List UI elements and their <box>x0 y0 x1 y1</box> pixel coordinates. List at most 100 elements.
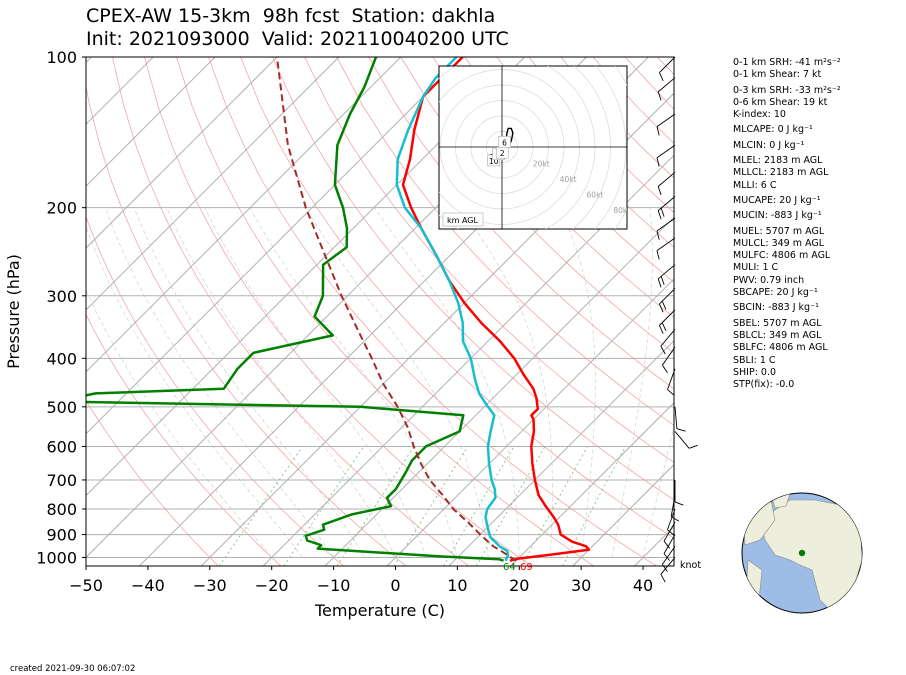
knot-unit-label: knot <box>680 560 702 571</box>
x-tick-label: 30 <box>571 576 591 595</box>
wind-barb-staff <box>670 494 676 517</box>
wind-barb-flag <box>661 322 667 331</box>
isotherm <box>86 57 216 187</box>
hodograph-height-label: 6 <box>502 138 507 147</box>
wind-barb-staff <box>674 406 678 429</box>
wind-barb-flag <box>656 126 660 136</box>
index-row: MULCL: 349 m AGL <box>733 237 825 249</box>
wind-barb-staff <box>667 508 676 530</box>
globe-africa-europe <box>759 499 862 613</box>
y-tick-label: 1000 <box>36 548 77 567</box>
wetbulb-profile-line <box>395 57 510 562</box>
moist-adiabat <box>460 207 553 558</box>
temperature-profile-line <box>401 57 591 562</box>
wind-barb-staff <box>662 546 676 565</box>
y-axis-label: Pressure (hPa) <box>4 254 23 369</box>
index-row: SBLCL: 349 m AGL <box>733 329 822 341</box>
isotherm <box>324 216 674 566</box>
isotherm <box>448 340 674 566</box>
hodograph-legend-box <box>442 212 484 227</box>
index-row: SHIP: 0.0 <box>733 366 777 378</box>
x-tick-label: −50 <box>69 576 103 595</box>
x-tick-label: −10 <box>317 576 351 595</box>
moist-adiabat <box>249 207 458 558</box>
axes: −50 −40 −30 −20 −10 0 10 20 30 40 100 200 300 400 500 6… <box>4 48 653 620</box>
isotherm <box>262 154 674 566</box>
y-tick-label: 400 <box>46 349 77 368</box>
wind-barb-flag <box>660 276 665 285</box>
background-grid <box>86 57 674 566</box>
sounding-profiles <box>86 57 591 562</box>
x-axis-label: Temperature (C) <box>314 601 445 620</box>
wind-barb-staff <box>656 217 676 232</box>
isotherm <box>86 57 278 249</box>
hodograph-ring-label: 80kt <box>613 206 630 215</box>
mixing-ratio-line <box>562 446 626 566</box>
index-row: 0-3 km SRH: -33 m²s⁻² <box>733 84 841 96</box>
wind-barb-staff <box>657 196 676 211</box>
dry-adiabat <box>336 57 674 426</box>
moist-adiabat <box>133 207 365 558</box>
globe-south-america <box>744 559 763 613</box>
wind-barb-staff <box>660 329 676 347</box>
index-row: MULFC: 4806 m AGL <box>733 250 831 262</box>
isotherm <box>86 57 402 373</box>
wind-barb-staff <box>657 171 676 187</box>
moist-adiabat <box>86 289 272 558</box>
wind-barb-staff <box>660 557 676 575</box>
x-tick-label: −30 <box>193 576 227 595</box>
wind-barb-flag <box>656 230 660 240</box>
dry-adiabat <box>400 57 674 354</box>
station-marker <box>798 549 806 557</box>
hodograph-height-box <box>498 136 511 148</box>
index-row: 0-1 km Shear: 7 kt <box>733 69 822 81</box>
wind-barb-flag <box>676 428 686 432</box>
hodograph-ring-label: 40kt <box>560 175 577 184</box>
dry-adiabat <box>432 57 674 318</box>
wind-barb-flag <box>657 186 662 196</box>
y-tick-label: 500 <box>46 398 77 417</box>
dry-adiabat <box>368 57 674 390</box>
dry-adiabat <box>112 57 470 566</box>
wind-barb-staff <box>657 264 676 280</box>
wind-barb-flag <box>656 250 660 260</box>
index-row: MUCIN: -883 J kg⁻¹ <box>733 210 822 222</box>
index-row: 0-6 km Shear: 19 kt <box>733 96 828 108</box>
moist-adiabat <box>559 207 596 558</box>
index-row: PWV: 0.79 inch <box>733 274 805 286</box>
index-row: MLLCL: 2183 m AGL <box>733 167 829 179</box>
wind-barb-flag <box>659 72 664 81</box>
wind-barb-flag <box>659 325 664 334</box>
wind-barb-flag <box>656 157 660 167</box>
moist-adiabat <box>86 225 303 558</box>
y-tick-label: 800 <box>46 500 77 519</box>
wind-barb-flag <box>662 564 668 573</box>
wind-barb-staff <box>674 431 690 449</box>
dry-adiabat <box>176 57 595 566</box>
wind-barb-staff <box>667 368 676 390</box>
isotherm <box>572 463 674 566</box>
wind-barb-staff <box>662 346 676 366</box>
wind-barb-flag <box>670 516 680 522</box>
index-row: STP(fix): -0.0 <box>733 379 795 391</box>
y-tick-label: 700 <box>46 471 77 490</box>
dry-adiabat <box>144 57 532 566</box>
parcel-profile-line <box>276 57 517 562</box>
index-row: K-index: 10 <box>733 109 786 121</box>
stability-indices-panel: 0-1 km SRH: -41 m²s⁻² 0-1 km Shear: 7 kt 0… <box>733 57 841 391</box>
x-tick-label: 20 <box>509 576 529 595</box>
moist-adiabat <box>374 207 520 558</box>
created-timestamp: created 2021-09-30 06:07:02 <box>10 664 136 674</box>
wind-barb-flag <box>657 278 662 288</box>
dewpoint-profile-line <box>86 57 504 562</box>
wind-barb-staff <box>663 534 676 554</box>
x-tick-label: 0 <box>390 576 400 595</box>
wind-barb-staff <box>656 237 676 252</box>
hodograph-inset: 20kt40kt60kt80kt10126km AGL <box>438 65 630 230</box>
wind-barb-flag <box>659 303 664 313</box>
y-tick-label: 200 <box>46 199 77 218</box>
moist-adiabat <box>166 207 396 558</box>
wind-barb-flag <box>657 91 662 101</box>
x-tick-label: 40 <box>633 576 653 595</box>
location-globe <box>741 492 863 614</box>
